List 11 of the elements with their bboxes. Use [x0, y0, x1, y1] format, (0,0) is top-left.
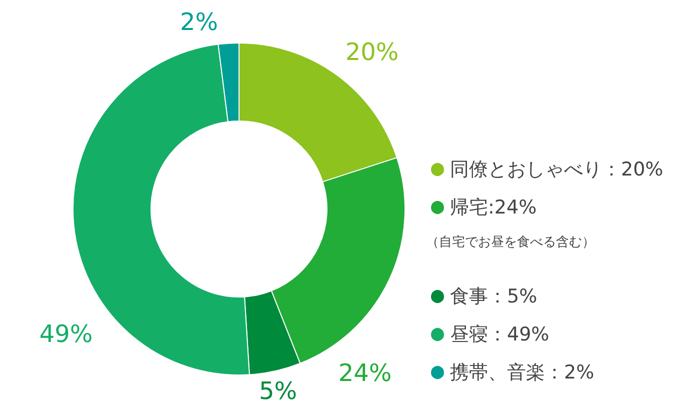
legend-label: 同僚とおしゃべり：20% [450, 158, 664, 180]
legend-label: 帰宅:24% [450, 196, 537, 218]
legend-label: 食事：5% [450, 286, 538, 308]
data-label: 20% [345, 38, 399, 66]
data-label: 5% [258, 377, 298, 405]
data-label: 49% [39, 320, 93, 348]
text: （自宅でお昼を食べる含む） [426, 234, 595, 250]
data-label: 2% [180, 8, 218, 36]
data-label: 24% [338, 359, 392, 387]
legend-label: 昼寝：49% [450, 324, 550, 346]
legend-label: 携帯、音楽：2% [450, 362, 594, 384]
